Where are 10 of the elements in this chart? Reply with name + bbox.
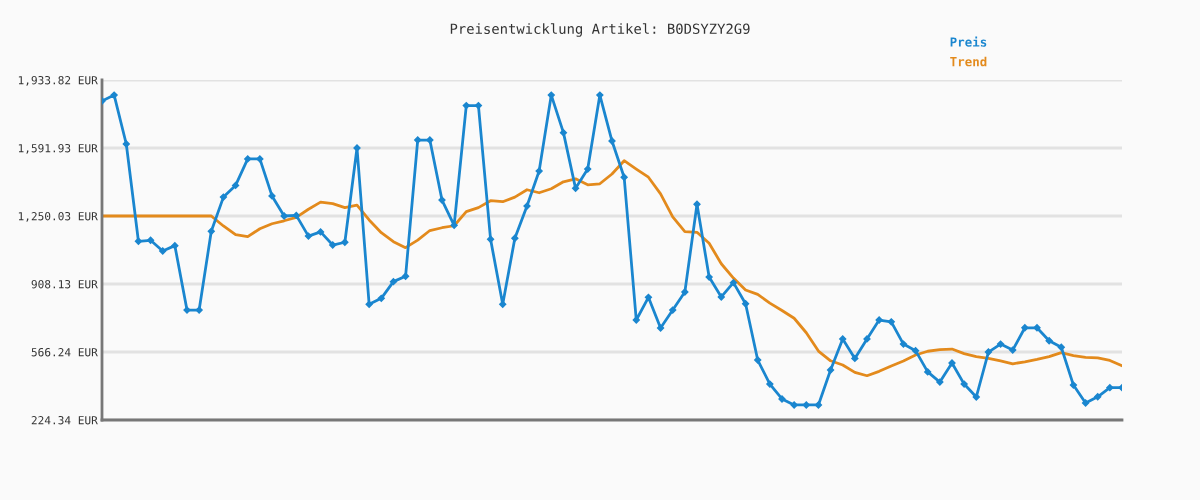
- y-tick-label: 1,933.82 EUR: [18, 76, 98, 86]
- y-tick-label: 566.24 EUR: [31, 348, 98, 357]
- text: Trend: [950, 56, 987, 67]
- y-tick-label: 1,250.03 EUR: [18, 212, 98, 222]
- line-series: [102, 159, 1122, 378]
- text: Preis: [950, 36, 987, 47]
- y-tick-label: 224.34 EUR: [31, 416, 98, 425]
- y-tick-label: 908.13 EUR: [31, 280, 98, 289]
- y-tick-label: 1,591.93 EUR: [18, 144, 98, 154]
- chart-title: Preisentwicklung Artikel: B0DSYZY2G9: [450, 23, 750, 37]
